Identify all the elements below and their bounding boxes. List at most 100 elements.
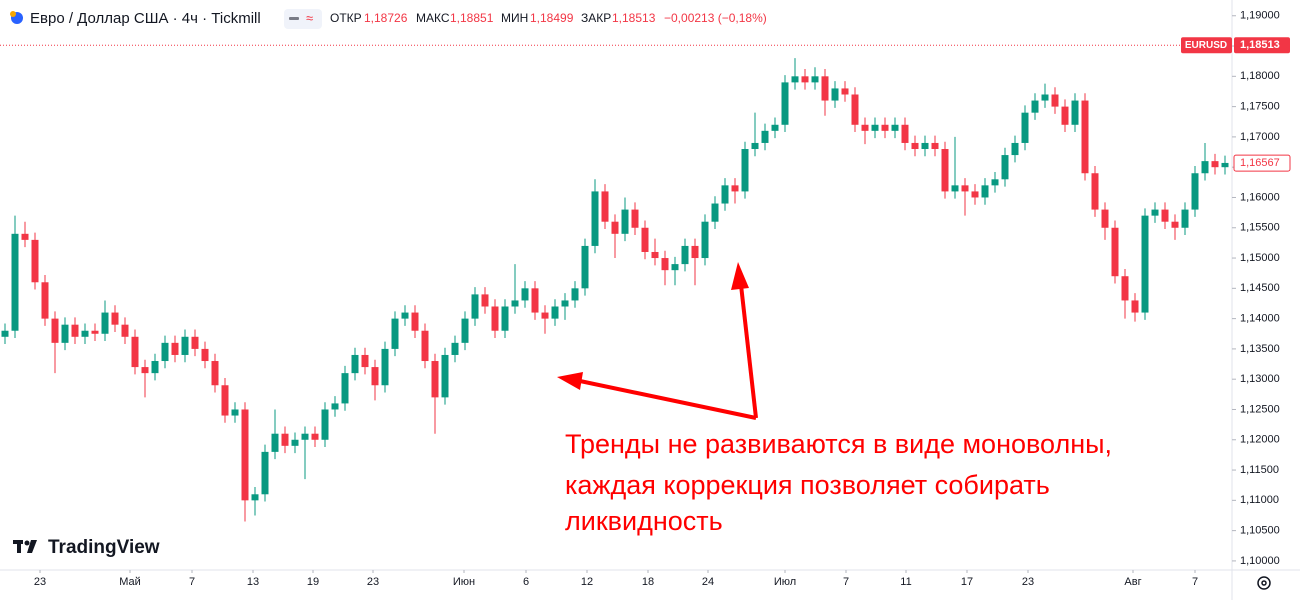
candle-body	[1091, 173, 1099, 210]
x-tick-label: Июн	[453, 576, 475, 588]
candle-body	[311, 433, 319, 440]
y-tick-label: 1,15500	[1240, 222, 1280, 234]
candle-body	[121, 324, 129, 337]
candle-body	[1161, 209, 1169, 222]
candle-body	[891, 124, 899, 131]
y-tick-label: 1,14500	[1240, 282, 1280, 294]
candle-body	[761, 130, 769, 143]
candle-body	[1111, 227, 1119, 277]
candle-body	[261, 451, 269, 495]
x-tick-label: 23	[367, 576, 379, 588]
candle-body	[71, 324, 79, 337]
candle-body	[91, 330, 99, 334]
candle-body	[1221, 162, 1229, 168]
candle-body	[971, 191, 979, 198]
candle-body	[991, 179, 999, 186]
axes: 1,10000 1,10500 1,11000 1,11500 1,12000 1,125…	[0, 10, 1291, 588]
x-tick-label: 23	[1022, 576, 1034, 588]
candle-body	[161, 342, 169, 362]
candle-body	[1071, 100, 1079, 125]
candle-body	[411, 312, 419, 331]
y-tick-label: 1,10000	[1240, 555, 1280, 567]
candle-body	[421, 330, 429, 362]
candle-body	[721, 185, 729, 204]
ohlc-label: МАКС	[416, 11, 450, 25]
settings-icon[interactable]	[1257, 576, 1271, 590]
annotation: Тренды не развиваются в виде моноволны,	[565, 429, 1112, 459]
y-tick-label: 1,14000	[1240, 313, 1280, 325]
x-tick-label: 11	[900, 576, 911, 588]
x-tick-label: 13	[247, 576, 259, 588]
y-tick-label: 1,12000	[1240, 434, 1280, 446]
candle-body	[201, 348, 209, 362]
candle-body	[561, 300, 569, 307]
arrows	[557, 262, 758, 420]
y-tick-label: 1,16000	[1240, 191, 1280, 203]
candle-body	[11, 233, 19, 331]
candle-body	[831, 88, 839, 101]
candle-body	[771, 124, 779, 131]
candle-body	[681, 245, 689, 265]
candle-body	[551, 306, 559, 319]
candle-body	[301, 433, 309, 440]
candle-body	[511, 300, 519, 307]
candle-body	[451, 342, 459, 355]
candle-body	[841, 88, 849, 95]
x-tick-label: 6	[523, 576, 529, 588]
y-tick-label: 1,18000	[1240, 70, 1280, 82]
candle-body	[81, 330, 89, 337]
candle-body	[501, 306, 509, 331]
candle-body	[1001, 155, 1009, 180]
candle-body	[491, 306, 499, 331]
candle-body	[611, 221, 619, 234]
candle-body	[1031, 100, 1039, 113]
candle-body	[941, 149, 949, 192]
candle-body	[631, 209, 639, 228]
candle-body	[531, 288, 539, 313]
candle-body	[151, 361, 159, 374]
candle-body	[961, 185, 969, 192]
x-tick-label: 12	[581, 576, 593, 588]
y-tick-label: 1,10500	[1240, 525, 1280, 537]
candle-body	[571, 288, 579, 301]
x-tick-label: 23	[34, 576, 46, 588]
y-tick-label: 1,12500	[1240, 403, 1280, 415]
candle-body	[111, 312, 119, 325]
indicator-chip[interactable]	[284, 9, 322, 29]
x-tick-label: 7	[1192, 576, 1198, 588]
symbol-title: Евро / Доллар США · 4ч · Tickmill	[30, 10, 261, 27]
candle-body	[691, 245, 699, 259]
candle-body	[141, 367, 149, 374]
candle-body	[601, 191, 609, 222]
marker-price-label: 1,16567	[1240, 157, 1280, 169]
x-tick-label: Май	[119, 576, 141, 588]
arrow	[739, 284, 758, 419]
candles	[1, 58, 1229, 522]
x-tick-label: 19	[307, 576, 319, 588]
marker-price-tag	[1233, 154, 1291, 172]
x-tick-label: 18	[642, 576, 654, 588]
candle-body	[461, 318, 469, 343]
candle-body	[651, 251, 659, 259]
candle-body	[431, 361, 439, 398]
chip-icon: ≈	[306, 10, 313, 25]
candle-body	[911, 142, 919, 150]
candle-body	[861, 124, 869, 131]
y-tick-label: 1,13000	[1240, 373, 1280, 385]
candle-body	[101, 312, 109, 334]
ohlc-value: 1,18513	[612, 11, 656, 25]
candle-body	[1181, 209, 1189, 228]
ohlc-label: ОТКР	[330, 11, 362, 25]
x-tick-label: 7	[189, 576, 195, 588]
candle-body	[751, 142, 759, 150]
candle-body	[1121, 276, 1129, 301]
ohlc-value: 1,18499	[530, 11, 574, 25]
candle-body	[541, 312, 549, 319]
candle-body	[441, 354, 449, 398]
candle-body	[871, 124, 879, 131]
logo: TradingView	[13, 537, 160, 558]
candle-body	[881, 124, 889, 131]
candle-body	[171, 342, 179, 355]
arrow	[579, 379, 757, 420]
x-tick-label: 24	[702, 576, 714, 588]
